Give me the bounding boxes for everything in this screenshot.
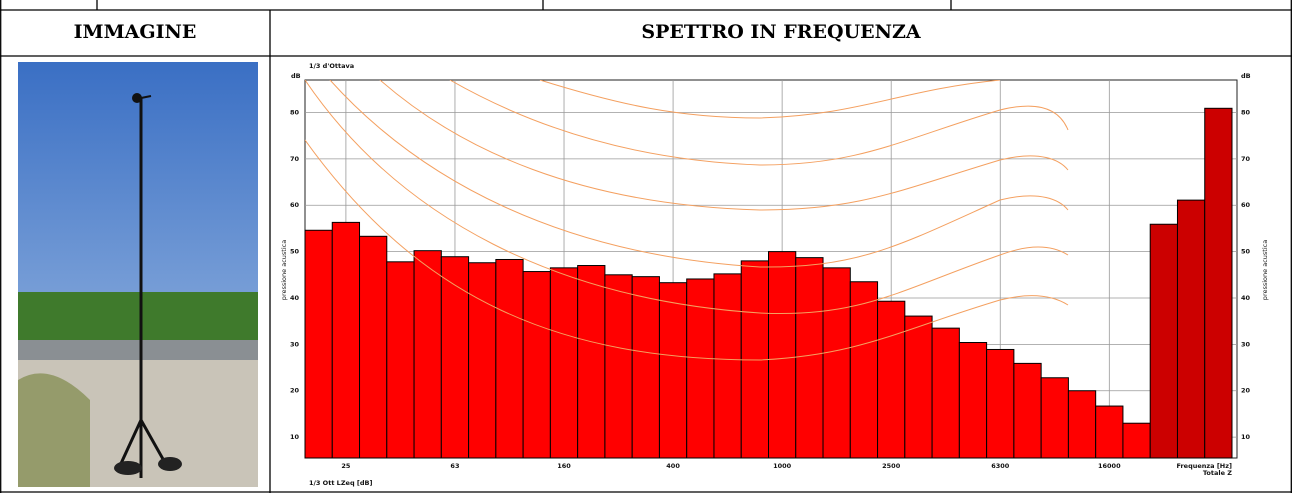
bar: [987, 349, 1014, 458]
bar: [496, 259, 523, 458]
legend-entry: Totale Z: [1203, 469, 1232, 477]
bar: [1068, 391, 1095, 458]
bar: [1150, 224, 1177, 458]
y-tick-label: 50: [290, 248, 300, 256]
bar: [1096, 406, 1123, 458]
y-unit: dB: [1241, 72, 1251, 80]
x-tick-label: 400: [666, 462, 680, 470]
x-tick-label: 16000: [1098, 462, 1121, 470]
bar: [796, 258, 823, 458]
bar: [332, 222, 359, 458]
bar: [1177, 200, 1204, 458]
x-tick-label: 6300: [991, 462, 1010, 470]
bar: [578, 266, 605, 458]
y-tick-label: 40: [1241, 294, 1251, 302]
y-tick-label: 70: [290, 155, 300, 163]
x-tick-label: 160: [557, 462, 571, 470]
y-tick-label: 60: [290, 201, 300, 209]
bar: [823, 268, 850, 458]
x-tick-label: 63: [450, 462, 459, 470]
bar: [605, 275, 632, 458]
bar: [905, 316, 932, 458]
y-tick-label: 60: [1241, 201, 1251, 209]
y-tick-label: 50: [1241, 248, 1251, 256]
bar: [1205, 108, 1232, 458]
y-tick-label: 80: [290, 108, 300, 116]
x-tick-label: 2500: [882, 462, 901, 470]
bar: [659, 283, 686, 458]
x-tick-label: 25: [341, 462, 351, 470]
y-label: pressione acustica: [1261, 240, 1269, 300]
y-tick-label: 30: [290, 340, 300, 348]
y-unit: dB: [291, 72, 301, 80]
y-tick-label: 70: [1241, 155, 1251, 163]
bar: [550, 268, 577, 458]
y-tick-label: 80: [1241, 108, 1251, 116]
bar: [714, 274, 741, 458]
bar: [632, 277, 659, 458]
header-cell: SPETTRO IN FREQUENZA: [641, 21, 921, 43]
bar: [305, 230, 332, 458]
bar: [523, 272, 550, 458]
y-tick-label: 20: [290, 387, 300, 395]
bar: [1041, 378, 1068, 458]
x-tick-label: 1000: [773, 462, 792, 470]
photo: [18, 62, 258, 487]
y-label: pressione acustica: [280, 240, 288, 300]
bar: [878, 301, 905, 458]
y-tick-label: 10: [290, 433, 300, 441]
bar: [469, 263, 496, 458]
bar: [769, 252, 796, 458]
bar: [850, 282, 877, 458]
y-tick-label: 10: [1241, 433, 1251, 441]
y-tick-label: 30: [1241, 340, 1251, 348]
bar: [387, 262, 414, 458]
bar: [959, 343, 986, 458]
bar: [932, 328, 959, 458]
bar: [441, 257, 468, 458]
page: IMMAGINE SPETTRO IN FREQUENZA 1/3 d'Otta…: [0, 0, 1292, 493]
bar: [1014, 363, 1041, 458]
bar: [360, 236, 387, 458]
top-label: 1/3 d'Ottava: [309, 62, 354, 70]
bar: [1123, 423, 1150, 458]
header-cell: IMMAGINE: [74, 21, 197, 43]
bar: [414, 251, 441, 458]
y-tick-label: 20: [1241, 387, 1251, 395]
legend-entry: 1/3 Ott LZeq [dB]: [309, 479, 372, 487]
y-tick-label: 40: [290, 294, 300, 302]
